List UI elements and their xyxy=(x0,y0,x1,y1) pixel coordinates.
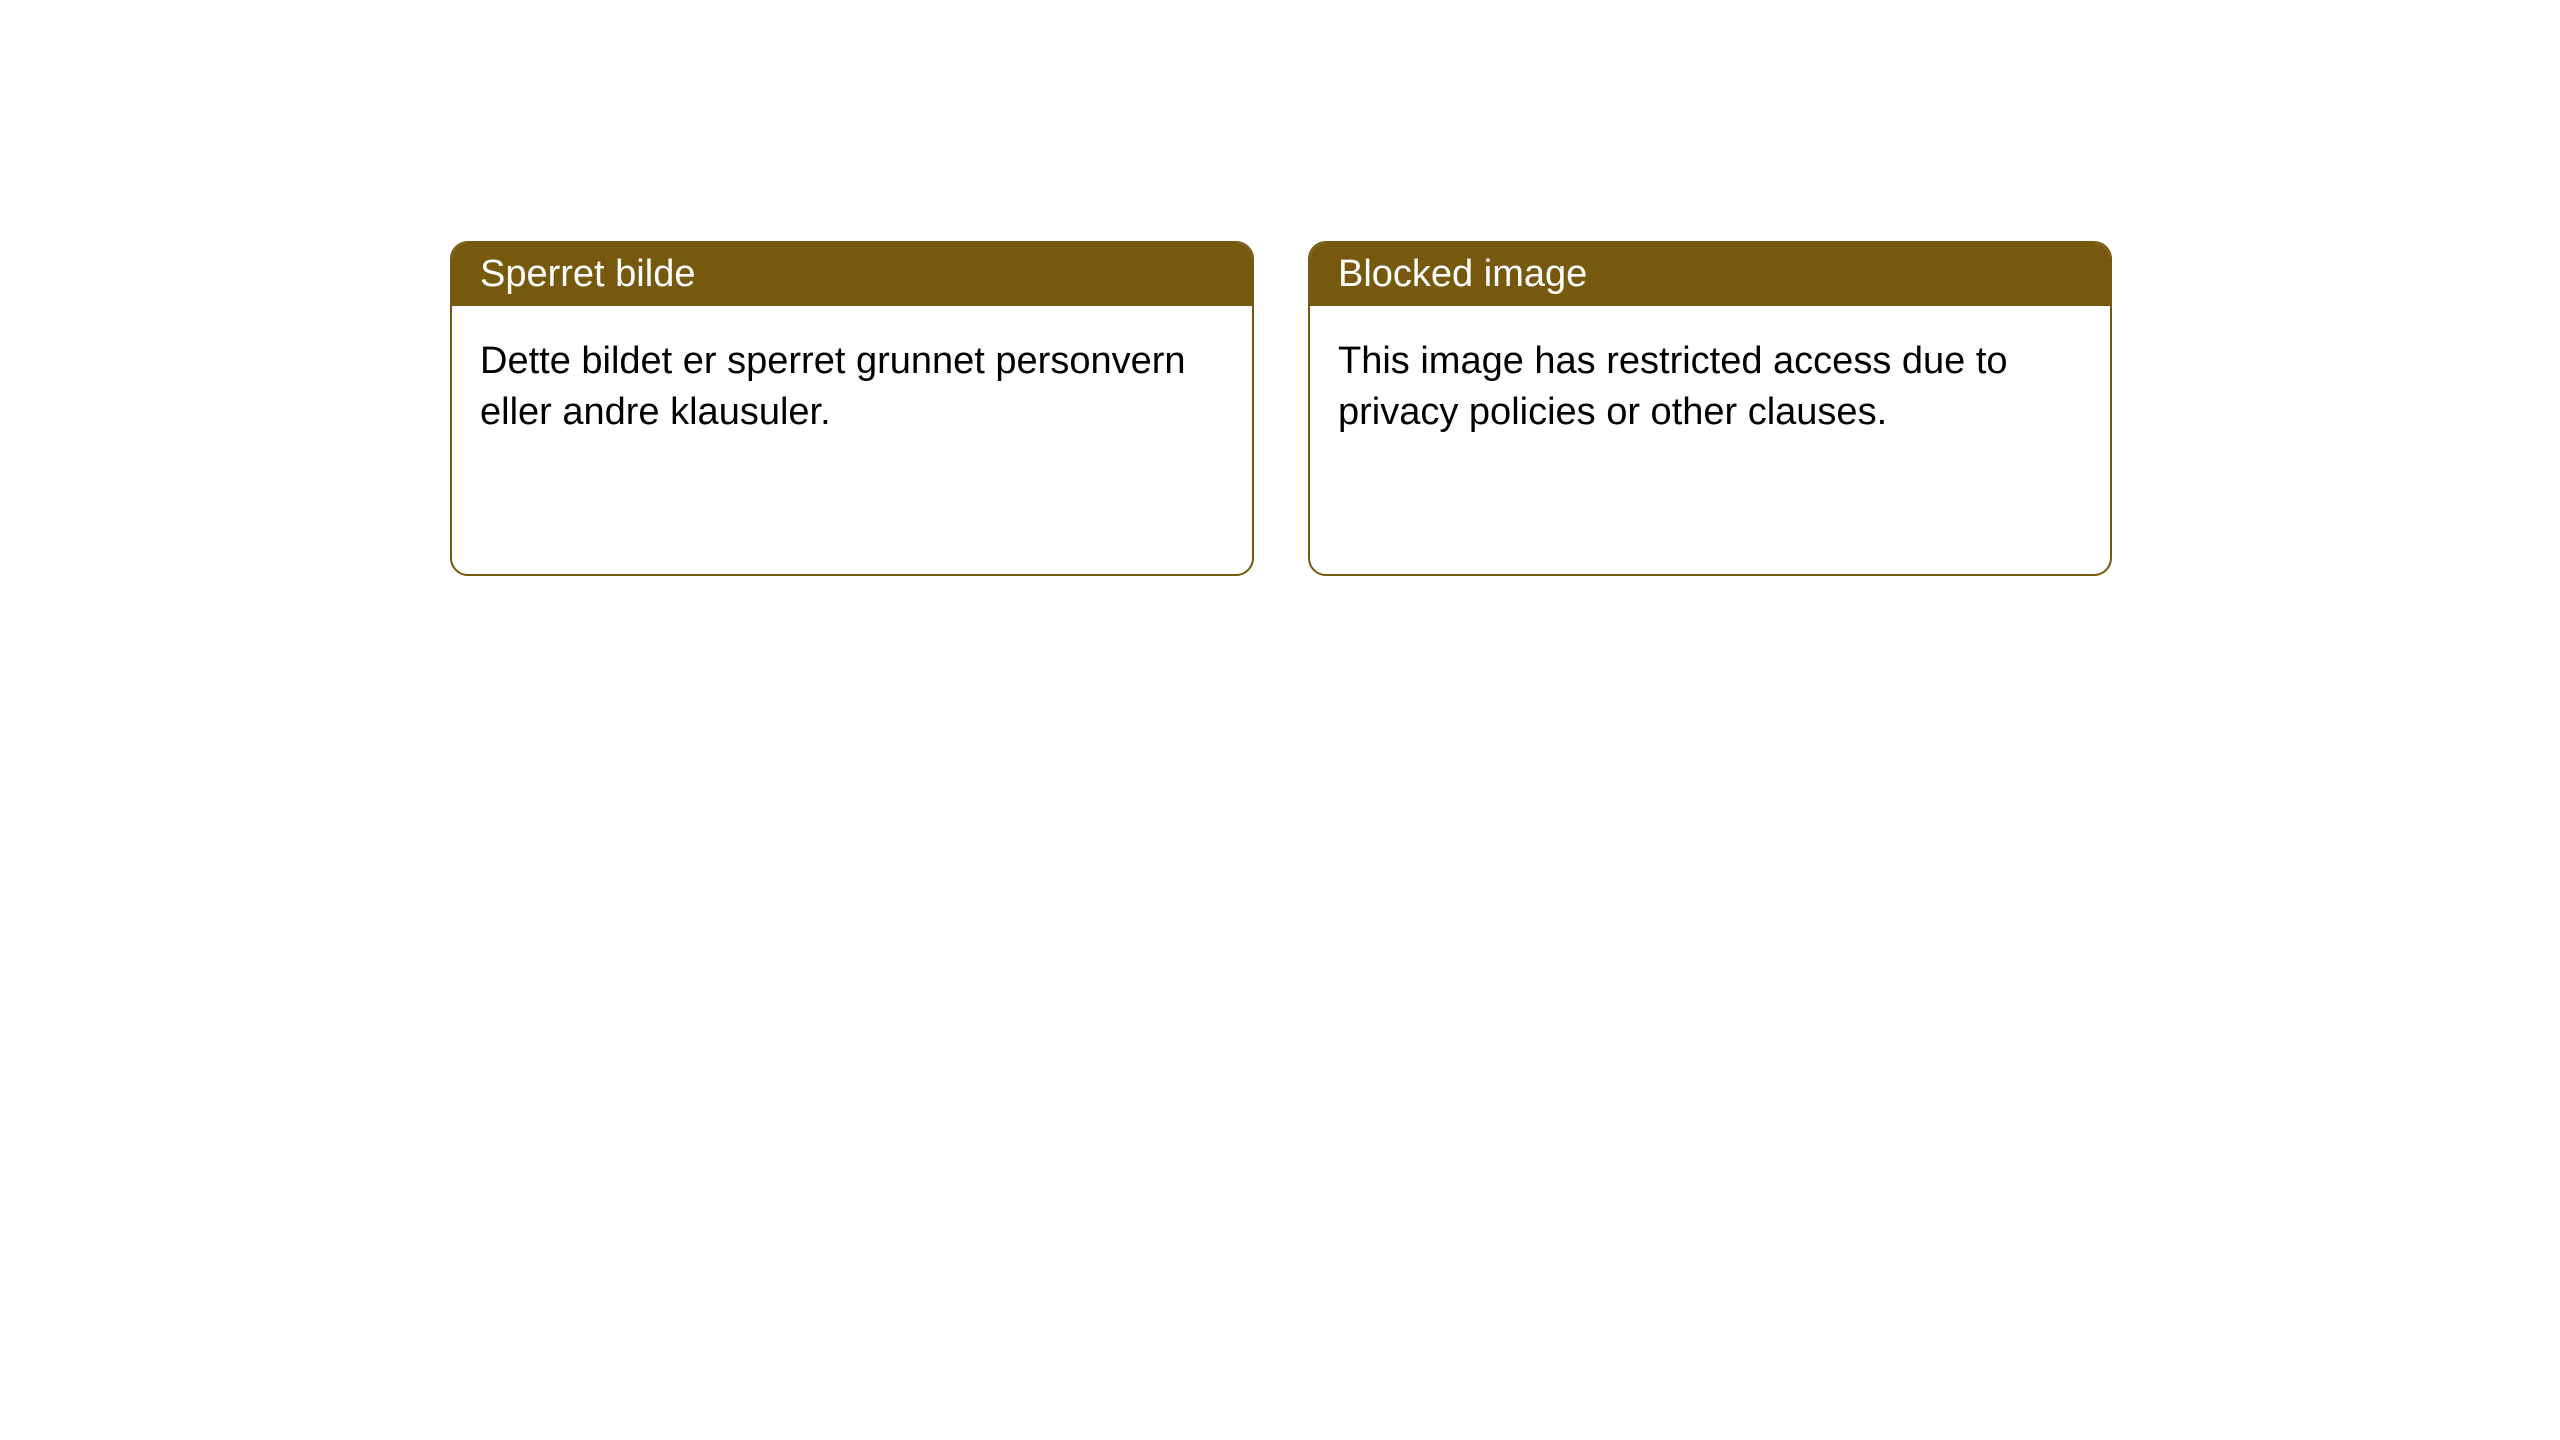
notice-body: This image has restricted access due to … xyxy=(1310,306,2110,469)
notice-card-english: Blocked image This image has restricted … xyxy=(1308,241,2112,576)
notice-container: Sperret bilde Dette bildet er sperret gr… xyxy=(450,241,2112,576)
notice-message: This image has restricted access due to … xyxy=(1338,340,2008,433)
notice-title: Sperret bilde xyxy=(480,253,695,295)
notice-message: Dette bildet er sperret grunnet personve… xyxy=(480,340,1186,433)
notice-header: Sperret bilde xyxy=(452,243,1252,306)
notice-body: Dette bildet er sperret grunnet personve… xyxy=(452,306,1252,469)
notice-title: Blocked image xyxy=(1338,253,1587,295)
notice-header: Blocked image xyxy=(1310,243,2110,306)
notice-card-norwegian: Sperret bilde Dette bildet er sperret gr… xyxy=(450,241,1254,576)
